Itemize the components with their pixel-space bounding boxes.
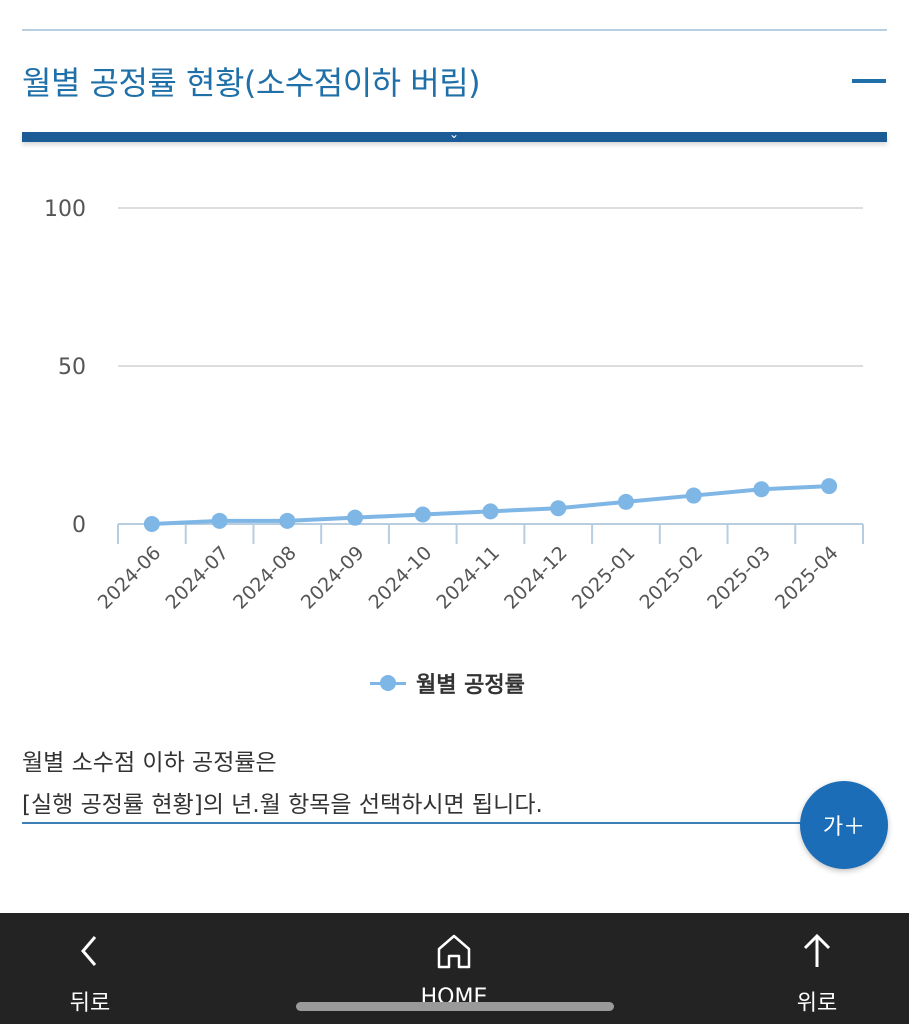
chevron-down-icon: ⌄ <box>448 127 460 141</box>
data-point <box>550 500 567 517</box>
y-tick-label: 0 <box>72 513 86 538</box>
note-line-1: 월별 소수점 이하 공정률은 <box>22 750 277 776</box>
note-divider <box>22 822 822 824</box>
collapse-button[interactable] <box>850 62 890 102</box>
x-tick-label: 2024-06 <box>94 542 166 614</box>
progress-line-chart: 0501002024-062024-072024-082024-092024-1… <box>44 197 864 614</box>
y-tick-label: 50 <box>58 355 86 380</box>
data-point <box>753 481 770 498</box>
arrow-up-icon <box>803 933 831 967</box>
x-tick-label: 2024-09 <box>297 542 369 614</box>
top-divider <box>22 29 887 31</box>
home-indicator <box>296 1002 614 1011</box>
x-tick-label: 2024-12 <box>500 542 572 614</box>
x-tick-label: 2024-08 <box>229 542 301 614</box>
info-note: 월별 소수점 이하 공정률은 [실행 공정률 현황]의 년.월 항목을 선택하시… <box>22 742 543 826</box>
minus-icon <box>852 79 886 83</box>
x-tick-label: 2024-10 <box>365 542 437 614</box>
back-label: 뒤로 <box>69 991 111 1016</box>
data-point <box>821 478 838 495</box>
data-point <box>279 512 296 529</box>
home-icon <box>437 934 471 969</box>
x-tick-label: 2025-04 <box>771 542 843 614</box>
up-label: 위로 <box>796 991 838 1016</box>
x-tick-label: 2025-01 <box>568 542 640 614</box>
font-size-button[interactable]: 가＋ <box>800 781 888 869</box>
legend-swatch-icon <box>370 673 406 693</box>
legend-label: 월별 공정률 <box>416 673 525 698</box>
y-tick-label: 100 <box>44 197 86 222</box>
data-point <box>685 487 702 504</box>
data-point <box>617 493 634 510</box>
scroll-top-button[interactable]: 위로 <box>767 913 867 1024</box>
note-line-2: [실행 공정률 현황]의 년.월 항목을 선택하시면 됩니다. <box>22 792 543 818</box>
x-tick-label: 2025-03 <box>703 542 775 614</box>
chart-legend[interactable]: 월별 공정률 <box>370 666 525 700</box>
data-point <box>414 506 431 523</box>
data-point <box>482 503 499 520</box>
x-tick-label: 2024-07 <box>161 542 233 614</box>
data-point <box>143 516 160 532</box>
back-button[interactable]: 뒤로 <box>40 913 140 1024</box>
data-point <box>347 509 364 526</box>
data-point <box>211 512 228 529</box>
x-tick-label: 2025-02 <box>636 542 708 614</box>
title-bar <box>22 132 887 142</box>
chevron-left-icon <box>81 936 97 966</box>
x-tick-label: 2024-11 <box>432 542 504 614</box>
section-title: 월별 공정률 현황(소수점이하 버림) <box>22 64 481 102</box>
